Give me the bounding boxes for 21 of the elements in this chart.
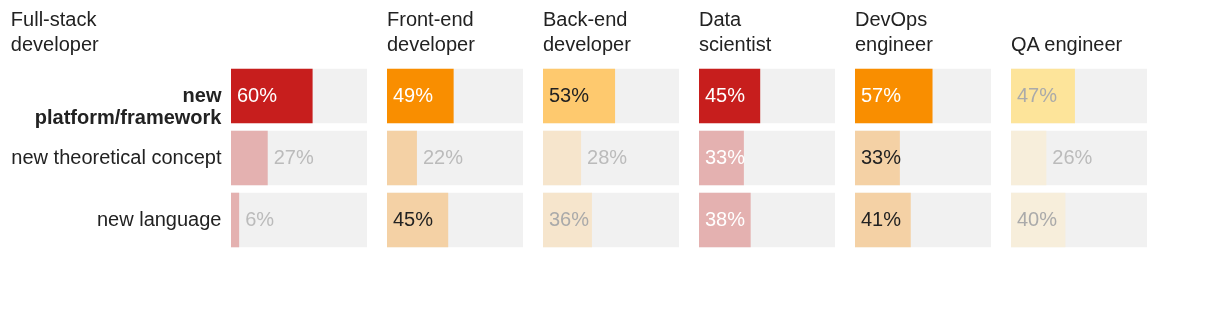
data-label: 45% — [705, 84, 746, 106]
data-label: 45% — [393, 208, 434, 230]
data-label: 57% — [861, 84, 902, 106]
text: Full-stack developer — [10, 8, 100, 55]
chart-title: Back-end developer — [543, 8, 632, 55]
chart-title: QA engineer — [1011, 33, 1123, 55]
chart-title: Data scientist — [699, 8, 772, 55]
chart-title: DevOps engineer — [855, 8, 934, 55]
data-label: 33% — [861, 146, 902, 168]
data-label: 49% — [393, 84, 434, 106]
y-tick-label: new platform/framework — [34, 84, 223, 128]
y-tick-label: new theoretical concept — [11, 146, 222, 168]
data-label: 47% — [1017, 84, 1058, 106]
data-label: 36% — [549, 208, 590, 230]
data-label: 41% — [861, 208, 902, 230]
y-tick-label: new language — [96, 208, 222, 230]
data-label: 38% — [705, 208, 746, 230]
data-label: 60% — [237, 84, 278, 106]
data-label: 53% — [549, 84, 590, 106]
data-label: 40% — [1017, 208, 1058, 230]
chart-title: Front-end developer — [387, 8, 476, 55]
